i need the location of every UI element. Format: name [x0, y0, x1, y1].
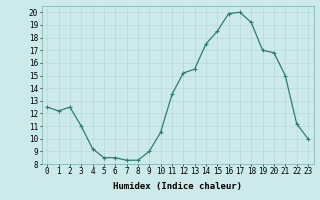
X-axis label: Humidex (Indice chaleur): Humidex (Indice chaleur) [113, 182, 242, 191]
